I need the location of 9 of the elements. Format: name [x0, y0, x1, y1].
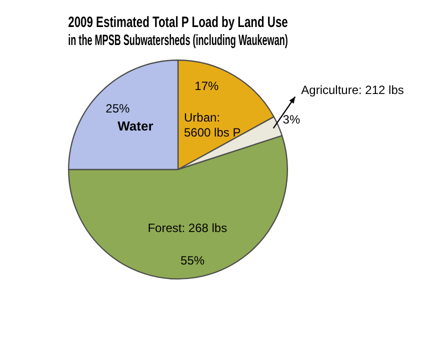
slice-label: Urban: 5600 lbs P — [184, 110, 241, 140]
data-label: 17% — [194, 79, 220, 94]
slice-label: Forest: 268 lbs — [148, 221, 228, 236]
slice-label: Agriculture: 212 lbs — [301, 83, 404, 98]
slice-label: Water — [118, 118, 154, 134]
chart-title: 2009 Estimated Total P Load by Land Use in the MPSB Subwatersheds (including Waukewan) — [68, 14, 288, 49]
data-label: 55% — [180, 254, 205, 268]
data-label: 25% — [106, 101, 130, 116]
data-label: 3% — [282, 112, 300, 127]
